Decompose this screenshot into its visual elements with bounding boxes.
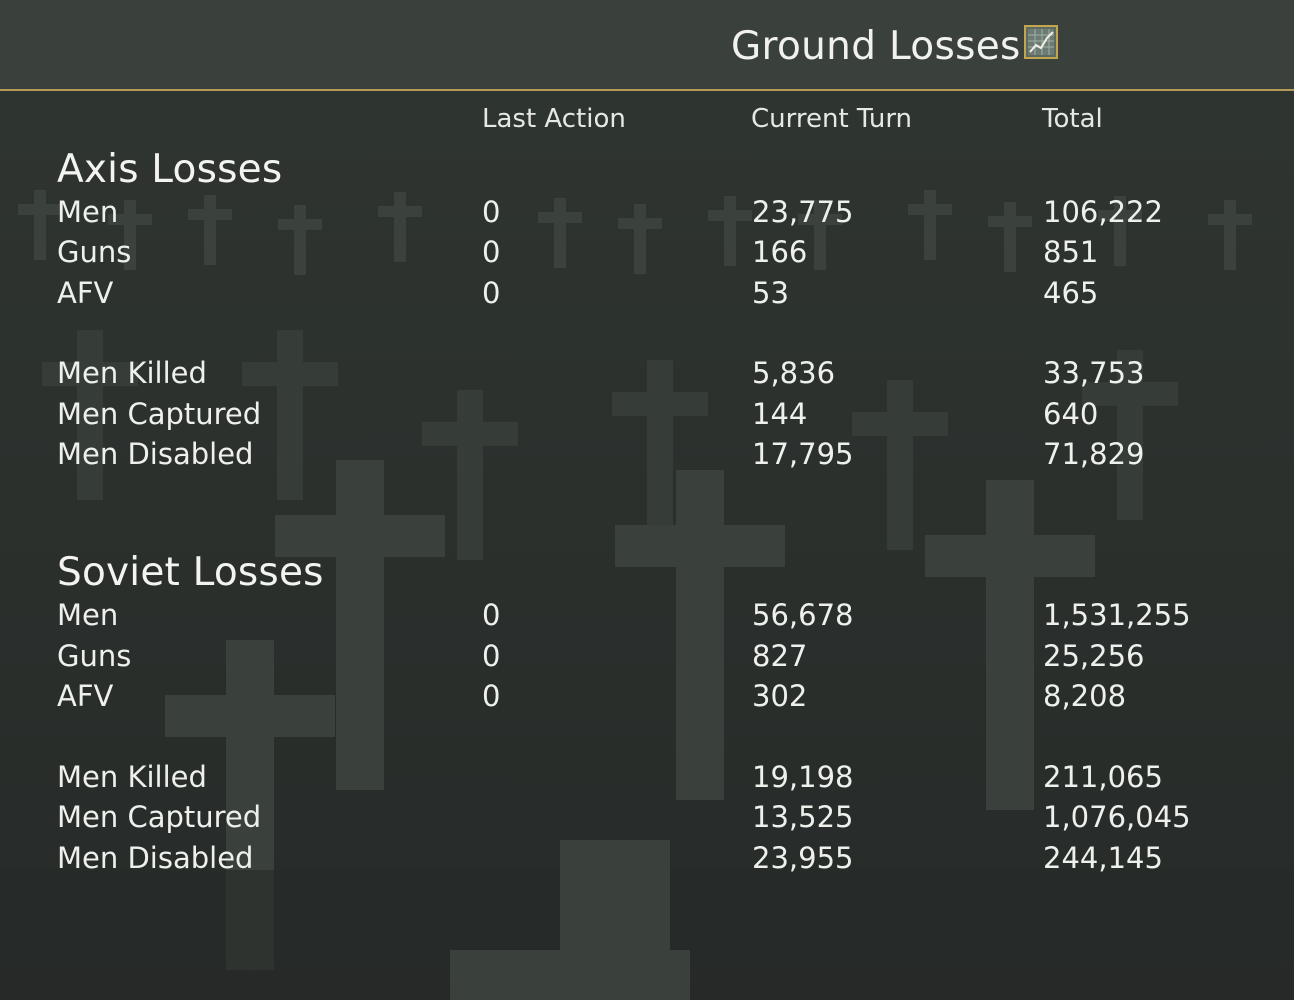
- current-turn-value: 23,775: [752, 195, 854, 229]
- soviet-row-men-captured: Men Captured 13,525 1,076,045: [0, 800, 1294, 840]
- total-value: 1,531,255: [1043, 598, 1191, 632]
- last-action-value: 0: [482, 679, 501, 713]
- current-turn-value: 5,836: [752, 356, 836, 390]
- soviet-row-afv: AFV 0 302 8,208: [0, 679, 1294, 719]
- total-value: 244,145: [1043, 841, 1163, 875]
- current-turn-value: 302: [752, 679, 808, 713]
- soviet-row-men-killed: Men Killed 19,198 211,065: [0, 760, 1294, 800]
- axis-row-men: Men 0 23,775 106,222: [0, 195, 1294, 235]
- current-turn-value: 17,795: [752, 437, 854, 471]
- soviet-row-guns: Guns 0 827 25,256: [0, 639, 1294, 679]
- row-label: Men Disabled: [57, 841, 254, 875]
- row-label: Guns: [57, 639, 132, 673]
- total-value: 465: [1043, 276, 1099, 310]
- column-header-total: Total: [1042, 104, 1103, 134]
- row-label: AFV: [57, 276, 114, 310]
- axis-row-guns: Guns 0 166 851: [0, 235, 1294, 275]
- current-turn-value: 13,525: [752, 800, 854, 834]
- row-label: Guns: [57, 235, 132, 269]
- total-value: 25,256: [1043, 639, 1145, 673]
- soviet-row-men-disabled: Men Disabled 23,955 244,145: [0, 841, 1294, 881]
- total-value: 71,829: [1043, 437, 1145, 471]
- title-bar: Ground Losses: [0, 0, 1294, 91]
- current-turn-value: 56,678: [752, 598, 854, 632]
- current-turn-value: 144: [752, 397, 808, 431]
- total-value: 1,076,045: [1043, 800, 1191, 834]
- column-header-last-action: Last Action: [482, 104, 626, 134]
- current-turn-value: 19,198: [752, 760, 854, 794]
- total-value: 640: [1043, 397, 1099, 431]
- last-action-value: 0: [482, 235, 501, 269]
- current-turn-value: 53: [752, 276, 789, 310]
- last-action-value: 0: [482, 639, 501, 673]
- row-label: Men: [57, 195, 119, 229]
- axis-losses-title: Axis Losses: [57, 147, 283, 192]
- column-header-current-turn: Current Turn: [751, 104, 913, 134]
- axis-row-afv: AFV 0 53 465: [0, 276, 1294, 316]
- row-label: Men: [57, 598, 119, 632]
- row-label: Men Killed: [57, 356, 207, 390]
- axis-row-men-captured: Men Captured 144 640: [0, 397, 1294, 437]
- total-value: 851: [1043, 235, 1099, 269]
- current-turn-value: 23,955: [752, 841, 854, 875]
- row-label: Men Disabled: [57, 437, 254, 471]
- last-action-value: 0: [482, 195, 501, 229]
- screen-title: Ground Losses: [731, 24, 1021, 69]
- soviet-row-men: Men 0 56,678 1,531,255: [0, 598, 1294, 638]
- row-label: Men Captured: [57, 800, 262, 834]
- total-value: 211,065: [1043, 760, 1163, 794]
- row-label: AFV: [57, 679, 114, 713]
- total-value: 106,222: [1043, 195, 1163, 229]
- total-value: 33,753: [1043, 356, 1145, 390]
- line-graph-icon[interactable]: [1024, 25, 1058, 59]
- total-value: 8,208: [1043, 679, 1127, 713]
- last-action-value: 0: [482, 276, 501, 310]
- row-label: Men Killed: [57, 760, 207, 794]
- last-action-value: 0: [482, 598, 501, 632]
- current-turn-value: 166: [752, 235, 808, 269]
- soviet-losses-title: Soviet Losses: [57, 550, 324, 595]
- row-label: Men Captured: [57, 397, 262, 431]
- axis-row-men-killed: Men Killed 5,836 33,753: [0, 356, 1294, 396]
- axis-row-men-disabled: Men Disabled 17,795 71,829: [0, 437, 1294, 477]
- current-turn-value: 827: [752, 639, 808, 673]
